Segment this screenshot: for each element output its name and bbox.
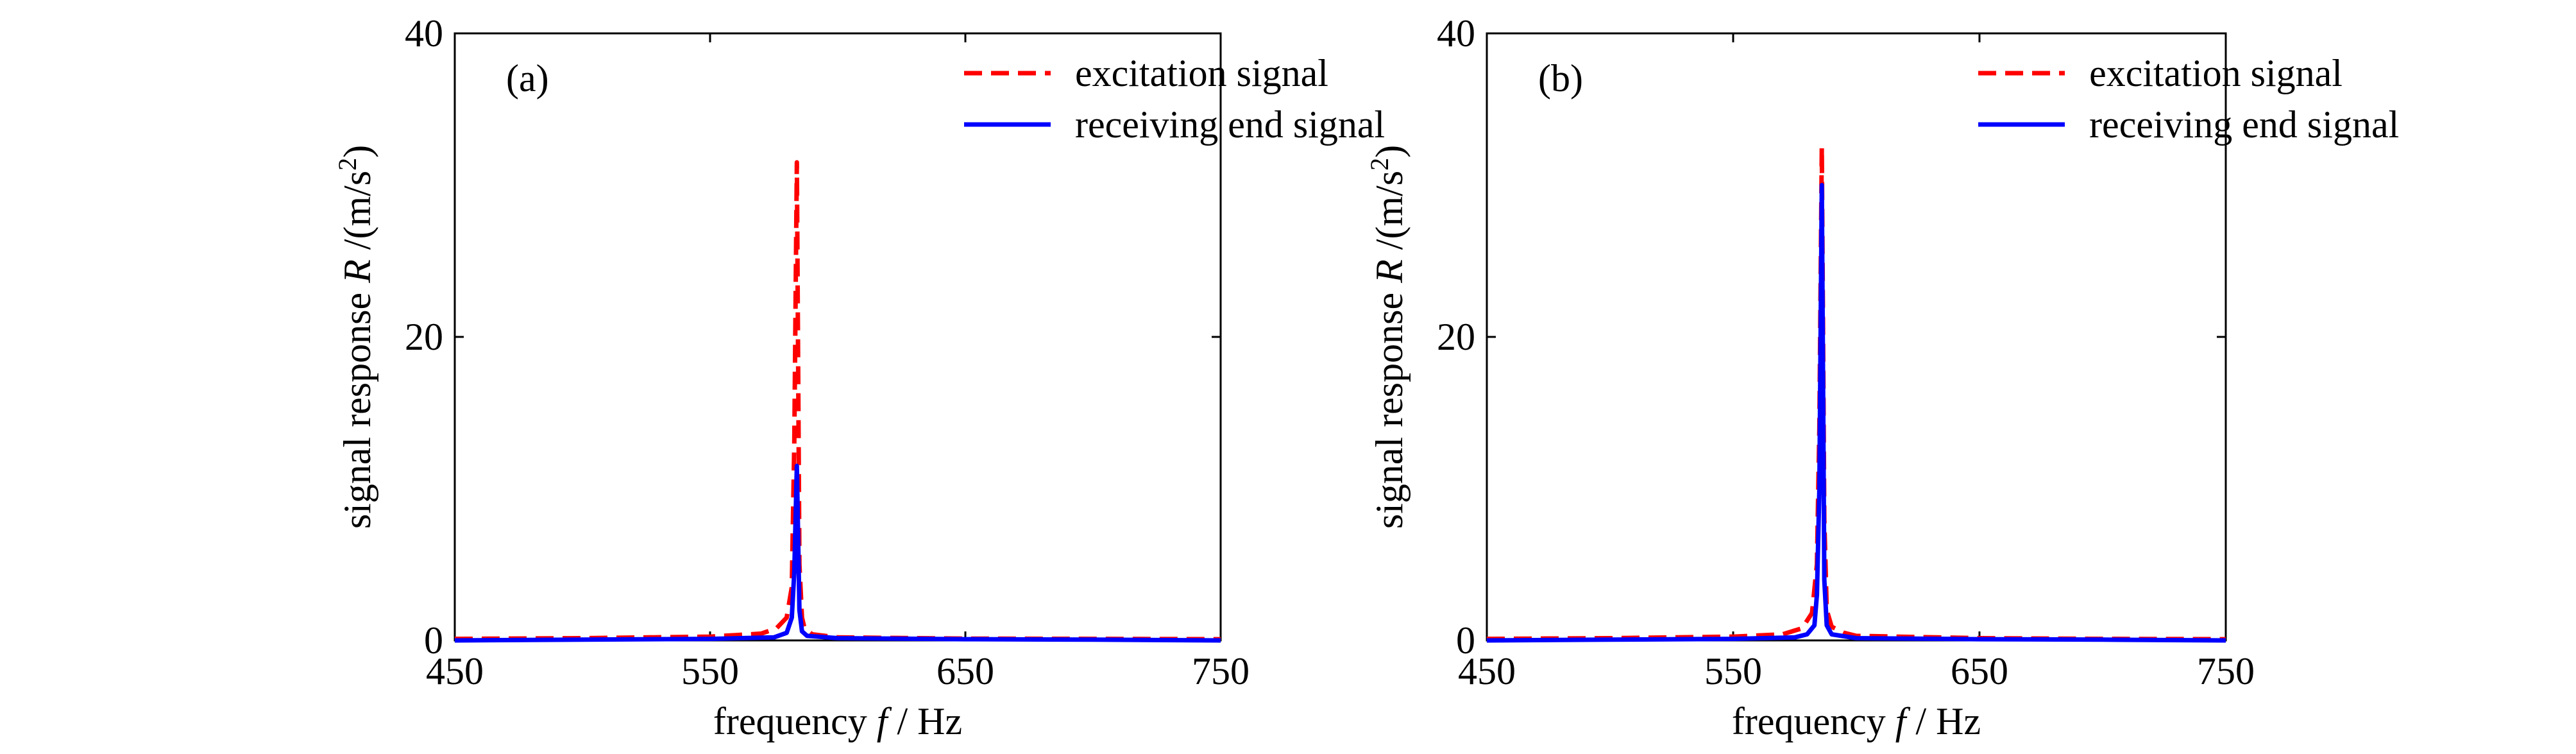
series-line-excitation <box>454 160 1221 642</box>
y-tick-label: 40 <box>1437 12 1475 55</box>
x-axis-label: frequency f / Hz <box>1732 700 1981 742</box>
x-tick-label: 550 <box>681 650 739 692</box>
x-axis-label-unit: / Hz <box>1906 700 1981 742</box>
y-axis-label-unit-exponent: 2 <box>333 158 362 171</box>
y-axis-label-variable: R <box>336 259 378 284</box>
legend-label: receiving end signal <box>1075 103 1385 146</box>
series-line-receiving <box>1486 183 2226 643</box>
y-axis-label-text: signal response <box>1368 283 1411 529</box>
y-axis-label-unit: /(m/s <box>336 171 378 259</box>
x-tick-label: 450 <box>1458 650 1516 692</box>
series-line-receiving <box>454 463 1221 643</box>
y-axis-label: signal response R /(m/s2) <box>1365 145 1411 529</box>
y-axis-label: signal response R /(m/s2) <box>333 145 378 529</box>
panel-label: (a) <box>506 57 549 99</box>
x-tick-label: 650 <box>936 650 994 692</box>
legend-label: receiving end signal <box>2089 103 2399 146</box>
legend-label: excitation signal <box>1075 52 1328 94</box>
chart-panel-b: 450 550 650 750 0 20 40 frequency f / Hz signal … <box>1365 12 2399 742</box>
x-axis-label-text: frequency <box>1732 700 1895 742</box>
x-axis-label-unit: / Hz <box>887 700 962 742</box>
y-axis-label-text: signal response <box>336 283 378 529</box>
y-tick-label: 0 <box>424 619 443 662</box>
y-tick-label: 40 <box>405 12 443 55</box>
y-tick-label: 20 <box>1437 316 1475 358</box>
panel-label: (b) <box>1538 57 1583 99</box>
series-line-excitation <box>1486 144 2226 642</box>
x-tick-label: 450 <box>426 650 484 692</box>
y-tick-label: 20 <box>405 316 443 358</box>
legend-label: excitation signal <box>2089 52 2343 94</box>
x-tick-label: 750 <box>2197 650 2255 692</box>
y-axis-label-unit-exponent: 2 <box>1365 158 1394 171</box>
y-axis-label-unit-close: ) <box>1368 145 1411 158</box>
y-axis-label-unit-close: ) <box>336 145 378 158</box>
x-tick-label: 750 <box>1192 650 1250 692</box>
y-tick-label: 0 <box>1456 619 1475 662</box>
y-axis-label-unit: /(m/s <box>1368 171 1411 259</box>
chart-panel-a: 450 550 650 750 0 20 40 frequency f / Hz signal … <box>333 12 1385 742</box>
x-axis-label: frequency f / Hz <box>713 700 962 742</box>
x-tick-label: 550 <box>1704 650 1762 692</box>
y-axis-label-variable: R <box>1368 259 1411 284</box>
x-axis-label-text: frequency <box>713 700 877 742</box>
x-tick-label: 650 <box>1951 650 2008 692</box>
